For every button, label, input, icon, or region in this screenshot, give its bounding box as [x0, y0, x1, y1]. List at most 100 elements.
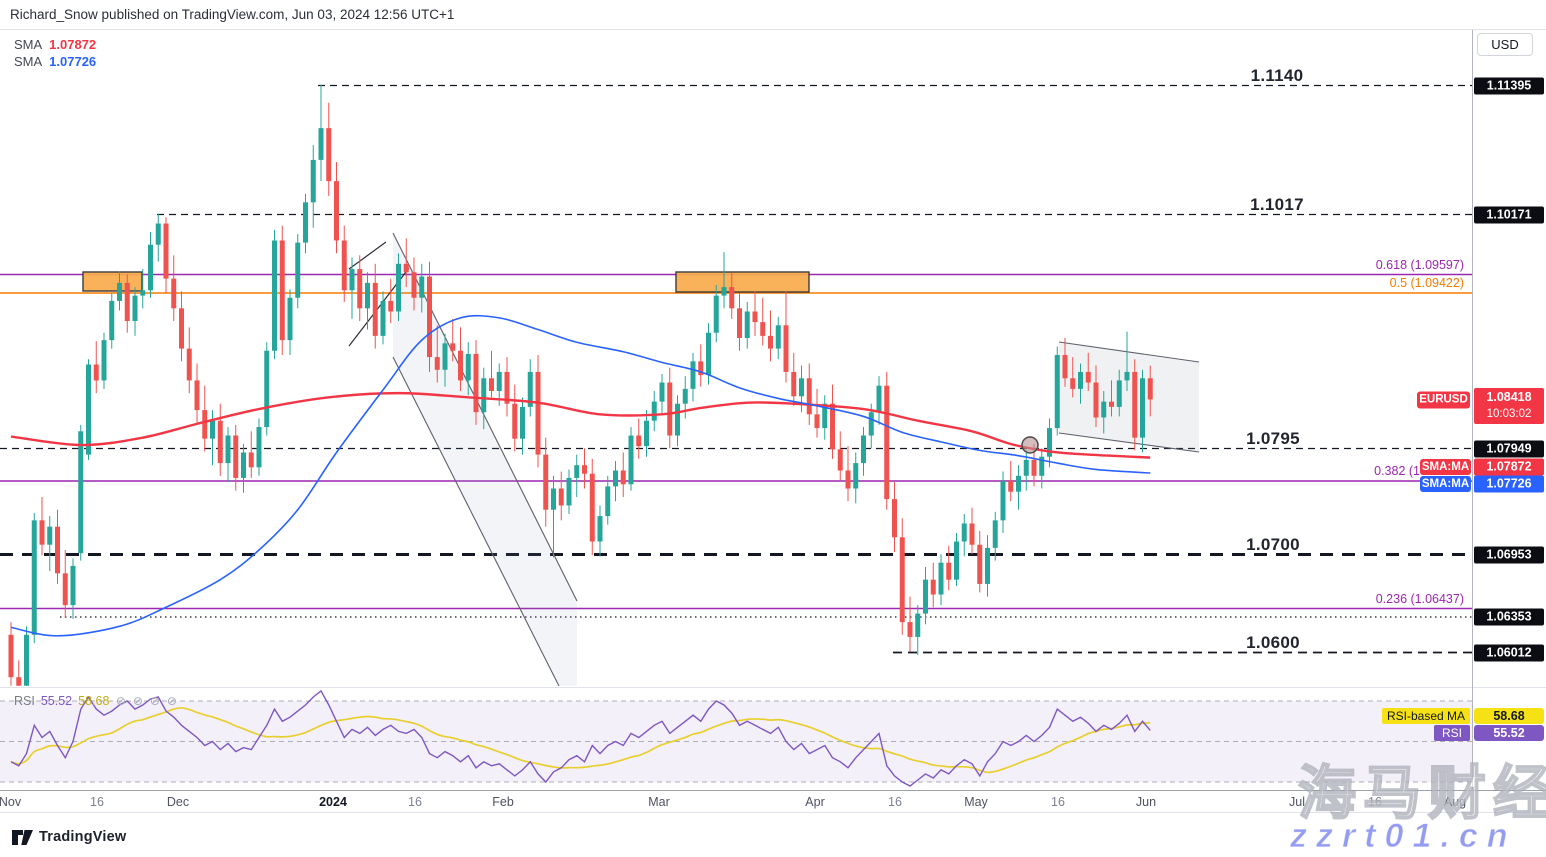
may-consolidation-channel-line[interactable]: [1058, 341, 1200, 363]
candle-body: [403, 263, 409, 273]
rsi-ma-line[interactable]: [10, 707, 1151, 774]
price-level-badge: 1.07726: [1474, 475, 1544, 492]
candle-body: [876, 385, 882, 413]
time-tick: 16: [888, 795, 902, 809]
supply-zone-box[interactable]: [82, 271, 143, 292]
candle-body: [1016, 475, 1021, 492]
candle-body: [946, 562, 952, 580]
candle-body: [233, 435, 239, 478]
candle-body: [915, 613, 921, 637]
candle-body: [1008, 481, 1014, 492]
candle-body: [295, 242, 301, 298]
price-level-badge: 1.06012: [1474, 644, 1544, 661]
candle-body: [171, 278, 177, 309]
publish-attribution: Richard_Snow published on TradingView.co…: [10, 7, 455, 22]
time-axis[interactable]: Nov 16 Dec 2024 16 Feb Mar Apr 16 May 16 Jun Jul 16 Au…: [0, 790, 1546, 813]
candle-body: [287, 297, 293, 341]
price-axis[interactable]: 1.115001.110001.105001.100001.095001.090…: [1472, 30, 1546, 790]
sma-legend-row-1[interactable]: SMA 1.07872: [14, 36, 96, 53]
sma-red-line[interactable]: [10, 391, 1151, 459]
candle-body: [380, 300, 386, 336]
candle-body: [721, 287, 727, 296]
time-tick: Aug: [1443, 795, 1467, 809]
price-level-badge: 1.10171: [1474, 206, 1544, 223]
candle-body: [47, 526, 53, 545]
price-level-badge: 1.11395: [1474, 77, 1544, 94]
candle-body: [465, 353, 471, 381]
candle-body: [783, 325, 789, 372]
time-tick: 2024: [319, 795, 347, 809]
candle-body: [558, 488, 564, 506]
candle-body: [636, 435, 642, 447]
level-label: 1.0600: [1246, 632, 1300, 652]
sma-legend-row-2[interactable]: SMA 1.07726: [14, 53, 96, 70]
candle-body: [334, 181, 339, 241]
fib-label: 0.236 (1.06437): [1375, 591, 1464, 606]
candle-body: [1000, 481, 1006, 521]
descending-channel-line[interactable]: [392, 356, 560, 686]
circle-marker[interactable]: [1021, 436, 1039, 454]
trendline[interactable]: [348, 241, 387, 270]
candle-body: [1132, 371, 1138, 438]
rsi-legend[interactable]: RSI 55.52 58.68 ⊘ ⊘ ⊘ ⊘: [14, 694, 183, 708]
rsi-ma-value: 58.68: [78, 694, 110, 708]
tradingview-brand-text: TradingView: [39, 829, 127, 845]
time-tick: Dec: [166, 795, 190, 809]
candle-body: [496, 371, 502, 391]
indicator-legend: SMA 1.07872 SMA 1.07726: [14, 36, 96, 70]
candle-body: [86, 364, 91, 455]
candle-body: [589, 473, 595, 542]
price-level-badge: 1.06953: [1474, 546, 1544, 563]
candle-body: [310, 159, 316, 203]
candle-body: [837, 449, 843, 471]
candle-body: [551, 488, 556, 510]
candle-body: [930, 579, 936, 595]
eye-icon[interactable]: ⊘: [115, 694, 126, 708]
candle-body: [659, 382, 665, 402]
current-price-badge: 1.08418 10:03:02: [1474, 388, 1544, 424]
candle-body: [985, 547, 990, 584]
currency-toggle-button[interactable]: USD: [1477, 33, 1533, 56]
candle-body: [1023, 459, 1029, 476]
time-tick: 16: [408, 795, 422, 809]
candle-body: [791, 371, 797, 397]
candle-body: [806, 378, 812, 415]
candle-body: [132, 295, 138, 322]
candle-body: [388, 300, 394, 312]
price-level-badge: 1.06353: [1474, 608, 1544, 626]
sma-blue-line[interactable]: [10, 314, 1151, 637]
settings-icon[interactable]: ⊘: [132, 694, 143, 708]
level-label: 1.1017: [1250, 194, 1304, 214]
candle-body: [644, 420, 649, 447]
may-consolidation-channel[interactable]: [1059, 342, 1199, 452]
candle-body: [605, 486, 611, 517]
candle-body: [938, 562, 944, 595]
supply-zone-box[interactable]: [675, 271, 810, 293]
candle-body: [70, 565, 76, 606]
candle-body: [907, 622, 913, 637]
candle-body: [217, 420, 223, 464]
more-icon[interactable]: ⊘: [166, 694, 177, 708]
candle-body: [752, 311, 758, 323]
candle-body: [427, 276, 432, 358]
candle-body: [861, 435, 866, 464]
candle-body: [884, 385, 890, 500]
candle-body: [473, 353, 479, 413]
candle-body: [140, 290, 146, 296]
candle-body: [1147, 378, 1153, 400]
candle-body: [706, 332, 711, 376]
source-icon[interactable]: ⊘: [149, 694, 160, 708]
rsi-line[interactable]: [10, 689, 1151, 787]
candle-body: [318, 128, 324, 160]
sma2-label: SMA: [14, 54, 43, 69]
candle-body: [1101, 401, 1107, 418]
may-consolidation-channel-line[interactable]: [1058, 432, 1200, 453]
candle-body: [667, 382, 673, 436]
candle-body: [961, 523, 967, 542]
candle-body: [256, 427, 262, 468]
descending-channel[interactable]: [393, 233, 577, 686]
candle-body: [124, 282, 130, 322]
tradingview-footer[interactable]: TradingView: [12, 829, 126, 845]
header-separator: [0, 29, 1546, 30]
